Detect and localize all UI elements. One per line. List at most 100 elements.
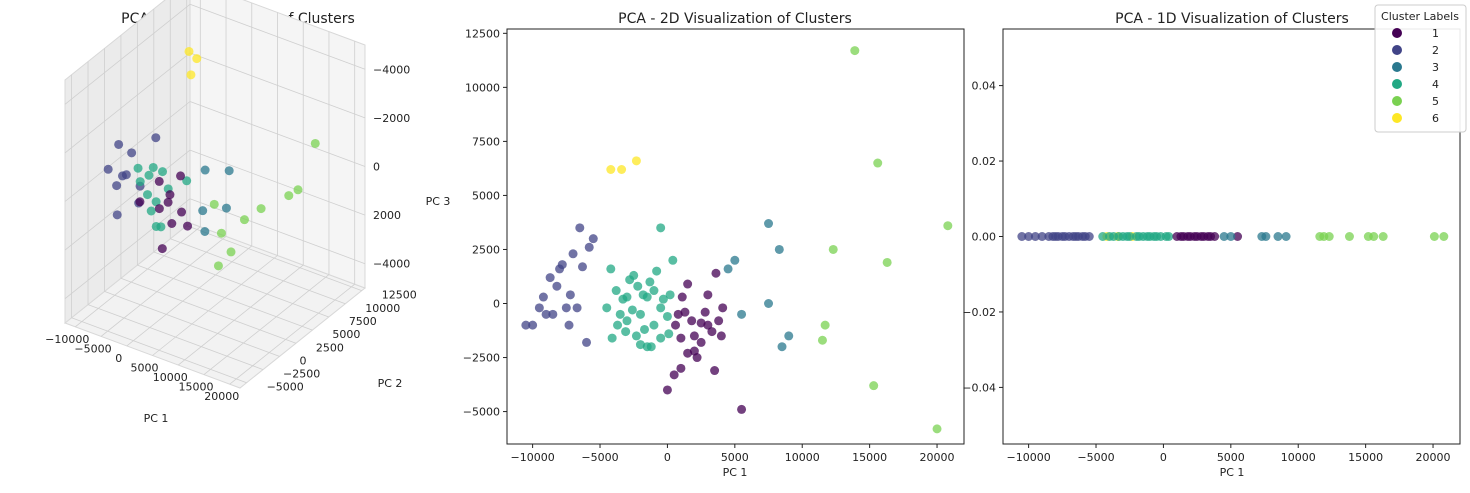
ax2d-point-cluster-3 [784,331,794,341]
ax2d-point-cluster-1 [676,363,686,373]
3d-point-cluster-3 [224,166,234,176]
title-2d: PCA - 2D Visualization of Clusters [618,11,852,27]
legend-label-3: 3 [1432,61,1439,74]
3d-grid-x [75,226,201,328]
3d-grid-z [64,3,191,105]
ax2d-point-cluster-6 [606,164,616,174]
ax2d-point-cluster-4 [615,309,625,319]
3d-grid-x [100,236,227,337]
ax1d-point-cluster-3 [1226,232,1236,241]
ax1d-point-cluster-1 [1210,232,1220,241]
3d-y-tick-label: −5000 [267,381,304,394]
2d-y-ticks: −5000 −2500 0 2500 5000 7500 10000 12500 [463,27,507,419]
3d-point-cluster-5 [310,138,320,148]
ax2d-point-cluster-2 [521,320,531,330]
3d-grid-x [177,264,304,366]
ax2d-y-tick-label: −2500 [463,352,500,365]
ax2d-x-tick-label: 15000 [852,451,887,464]
ax2d-point-cluster-1 [711,268,721,278]
ax2d-x-tick-label: 10000 [785,451,820,464]
ax1d-x-tick-label: 10000 [1281,451,1316,464]
ax2d-x-tick-label: 5000 [721,451,749,464]
ax2d-point-cluster-3 [730,255,740,265]
ax2d-point-cluster-3 [774,244,784,254]
ax2d-point-cluster-4 [668,255,678,265]
ax1d-point-cluster-5 [1344,232,1354,241]
ax1d-x-tick-label: −5000 [1077,451,1114,464]
3d-point-cluster-5 [293,185,303,195]
ax2d-point-cluster-6 [617,164,627,174]
ax2d-point-cluster-2 [577,262,587,272]
ax2d-y-tick-label: 7500 [472,135,500,148]
ax1d-point-cluster-2 [1017,232,1027,241]
3d-panes [63,0,367,389]
ax2d-point-cluster-4 [662,311,672,321]
3d-point-cluster-2 [127,148,137,158]
ax2d-point-cluster-4 [656,303,666,313]
ax2d-point-cluster-4 [646,342,656,352]
legend-marker-1 [1392,28,1402,38]
ax1d-point-cluster-5 [1324,232,1334,241]
3d-grid-z [64,198,191,300]
ax2d-point-cluster-4 [627,305,637,315]
3d-point-cluster-2 [114,139,124,149]
3d-y-tick-label: −2500 [283,368,320,381]
ax2d-point-cluster-1 [714,316,724,326]
xlabel-1d: PC 1 [1220,466,1245,479]
xlabel-3d: PC 1 [144,412,169,425]
ax2d-point-cluster-5 [820,320,830,330]
3d-y-tick-label: 2500 [316,341,344,354]
ax1d-point-cluster-1 [1233,232,1243,241]
ylabel-3d: PC 2 [378,377,403,390]
ax2d-point-cluster-4 [664,329,674,339]
ax2d-point-cluster-4 [611,286,621,296]
3d-point-cluster-1 [176,171,186,181]
3d-grid-y [186,225,362,292]
ax2d-point-cluster-2 [575,223,585,233]
ax2d-point-cluster-5 [932,424,942,434]
ax1d-x-tick-label: −10000 [1007,451,1051,464]
ax1d-y-tick-label: −0.04 [962,381,996,394]
ax2d-point-cluster-4 [658,294,668,304]
3d-point-cluster-1 [154,204,164,214]
3d-point-cluster-4 [148,162,158,172]
ax2d-point-cluster-1 [703,290,713,300]
ax2d-y-tick-label: −5000 [463,406,500,419]
3d-grid-z [189,198,366,265]
3d-point-cluster-6 [186,70,196,80]
ax1d-point-cluster-2 [1024,232,1034,241]
legend-label-1: 1 [1432,27,1439,40]
ax2d-point-cluster-1 [683,279,693,289]
legend-label-6: 6 [1432,112,1439,125]
3d-point-cluster-4 [143,190,153,200]
3d-grid-y [137,264,313,331]
3d-point-cluster-1 [154,176,164,186]
3d-pane-back [64,0,191,325]
3d-tick-labels: −10000−500005000100001500020000−5000−250… [45,63,417,403]
ax1d-point-cluster-2 [1030,232,1040,241]
ax2d-point-cluster-4 [645,277,655,287]
3d-y-tick-label: 0 [299,354,306,367]
ax2d-point-cluster-4 [640,324,650,334]
ax1d-point-cluster-5 [1429,232,1439,241]
ax2d-y-tick-label: 5000 [472,189,500,202]
3d-z-tick-label: −4000 [373,258,410,271]
ax2d-point-cluster-1 [703,320,713,330]
ax2d-point-cluster-4 [606,264,616,274]
ax2d-point-cluster-5 [828,244,838,254]
ax2d-point-cluster-2 [565,290,575,300]
3d-point-cluster-5 [216,228,226,238]
3d-z-tick-label: 2000 [373,209,401,222]
3d-point-cluster-5 [256,204,266,214]
ax2d-point-cluster-2 [557,260,567,270]
3d-point-cluster-4 [135,177,145,187]
ax2d-point-cluster-2 [548,309,558,319]
ax2d-point-cluster-4 [635,309,645,319]
3d-point-cluster-4 [151,221,161,231]
ax2d-point-cluster-4 [613,320,623,330]
3d-point-cluster-2 [103,164,113,174]
3d-point-cluster-4 [151,197,161,207]
ax1d-point-cluster-5 [1369,232,1379,241]
3d-grid-z [64,149,191,251]
zlabel-3d: PC 3 [426,195,451,208]
